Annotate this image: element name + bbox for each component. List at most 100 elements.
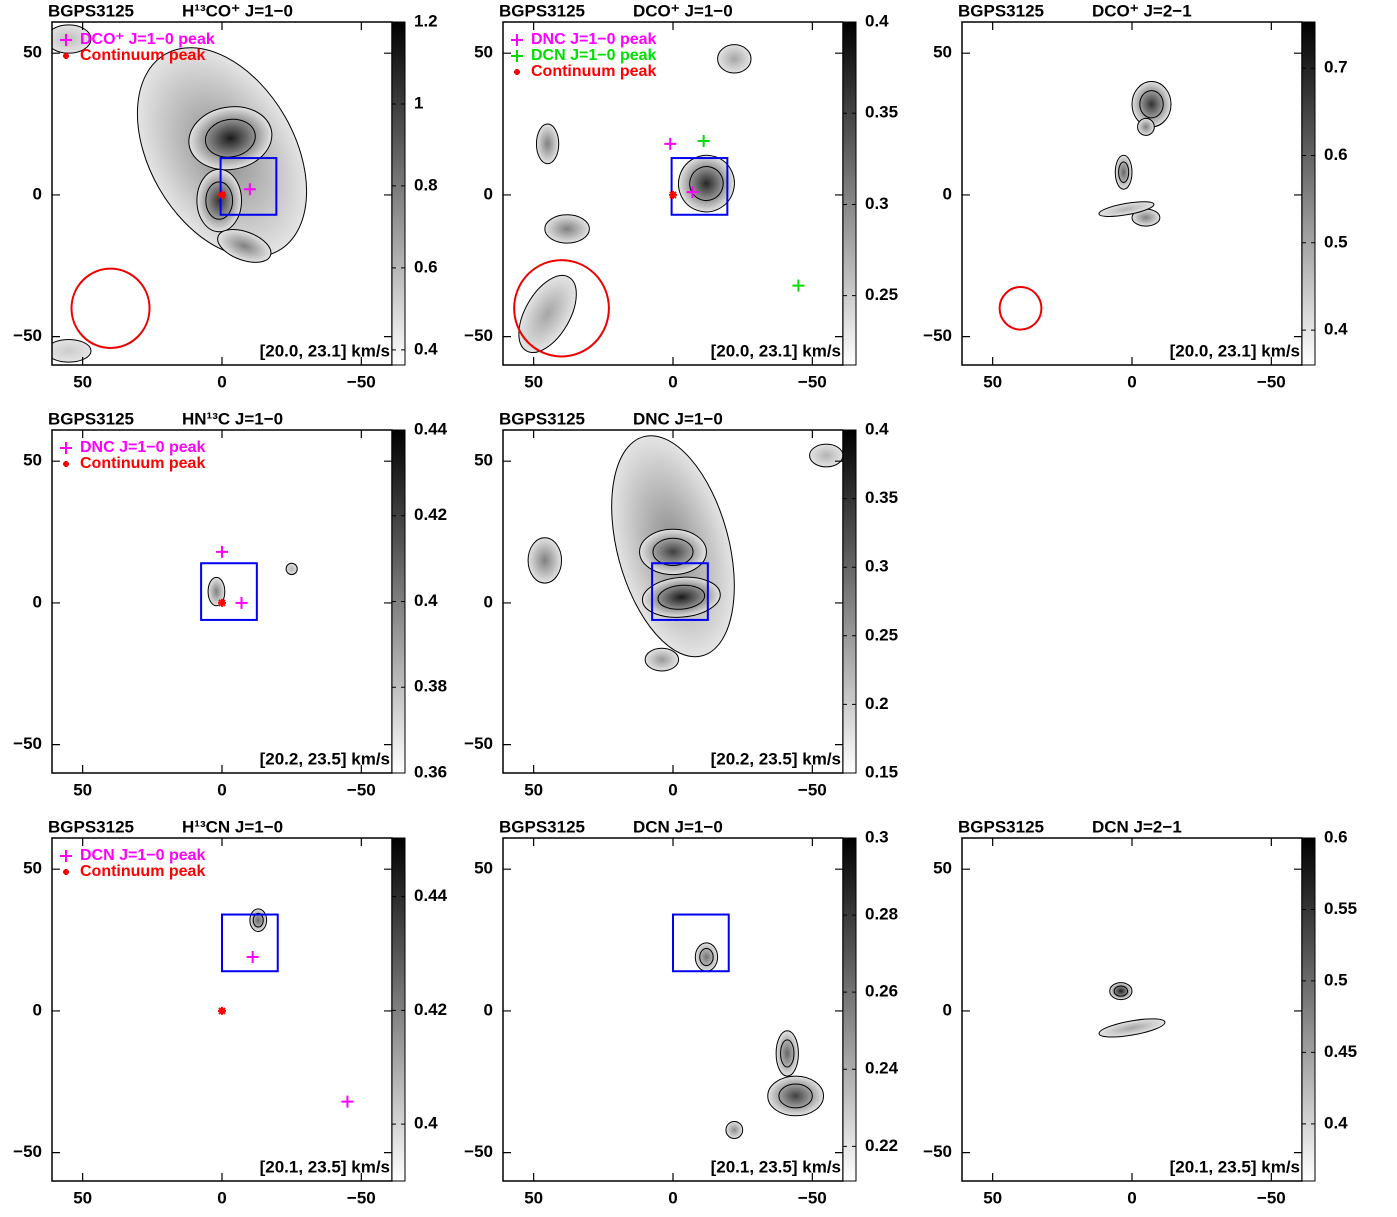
legend-label: DCO⁺ J=1−0 peak (80, 31, 215, 48)
y-tick-label: 50 (23, 451, 42, 470)
y-tick-label: −50 (923, 1142, 952, 1161)
y-tick-label: −50 (13, 1142, 42, 1161)
colorbar-tick-label: 0.3 (865, 194, 889, 213)
velocity-range: [20.0, 23.1] km/s (260, 341, 390, 360)
beam (1000, 287, 1042, 330)
map-area (1098, 983, 1166, 1041)
colorbar-tick-label: 0.5 (1324, 232, 1348, 251)
line-name: DCN J=1−0 (633, 817, 723, 836)
legend-label: Continuum peak (80, 455, 205, 472)
emission (695, 943, 717, 971)
colorbar-tick-label: 0.25 (865, 625, 898, 644)
colorbar-tick-label: 0.4 (414, 339, 438, 358)
colorbar-tick-label: 0.22 (865, 1136, 898, 1155)
y-tick-label: 50 (933, 43, 952, 62)
x-tick-label: 50 (524, 372, 543, 391)
colorbar (392, 22, 405, 365)
legend-symbol (511, 50, 523, 62)
colorbar-tick-label: 0.4 (1324, 320, 1348, 339)
plot-frame (962, 838, 1302, 1181)
colorbar-tick-label: 0.8 (414, 175, 438, 194)
colorbar-tick-label: 0.4 (865, 419, 889, 438)
colorbar-tick-label: 0.44 (414, 886, 448, 905)
colorbar-tick-label: 0.2 (865, 694, 889, 713)
emission (1115, 155, 1132, 189)
continuum-marker (218, 191, 226, 199)
emission (197, 169, 242, 231)
colorbar (392, 838, 405, 1181)
x-tick-label: 0 (1127, 372, 1136, 391)
velocity-range: [20.0, 23.1] km/s (711, 341, 841, 360)
map-area (528, 422, 843, 671)
beam (72, 269, 150, 348)
colorbar-tick-label: 0.42 (414, 505, 447, 524)
velocity-range: [20.2, 23.5] km/s (260, 749, 390, 768)
colorbar-tick-label: 0.35 (865, 103, 898, 122)
colorbar-tick-label: 0.36 (414, 762, 447, 781)
line-name: DNC J=1−0 (633, 409, 723, 428)
x-tick-label: 50 (73, 780, 92, 799)
map-area (1000, 82, 1171, 330)
emission (718, 45, 751, 73)
page: 500−50−500500.40.60.811.2BGPS3125H¹³CO⁺ … (0, 0, 1397, 1217)
velocity-range: [20.1, 23.5] km/s (1170, 1157, 1300, 1176)
y-tick-label: 50 (23, 43, 42, 62)
y-tick-label: −50 (464, 734, 493, 753)
emission (810, 444, 843, 467)
peak-marker (236, 597, 248, 609)
x-tick-label: −50 (798, 1188, 827, 1207)
colorbar (1302, 22, 1315, 365)
peak-marker (216, 546, 228, 558)
legend-label: Continuum peak (80, 863, 205, 880)
emission (776, 1031, 798, 1076)
x-tick-label: −50 (347, 1188, 376, 1207)
x-tick-label: −50 (1257, 1188, 1286, 1207)
peak-marker (341, 1096, 353, 1108)
emission (507, 266, 588, 362)
colorbar (843, 430, 856, 773)
emission (726, 1121, 743, 1138)
legend-symbol (60, 442, 72, 454)
colorbar (843, 838, 856, 1181)
line-name: DCN J=2−1 (1092, 817, 1182, 836)
velocity-range: [20.0, 23.1] km/s (1170, 341, 1300, 360)
x-tick-label: 50 (983, 372, 1002, 391)
peak-marker (698, 135, 710, 147)
colorbar-tick-label: 0.45 (1324, 1042, 1357, 1061)
emission (768, 1076, 824, 1116)
plot-frame (962, 22, 1302, 365)
y-tick-label: 0 (33, 184, 42, 203)
y-tick-label: 0 (33, 1000, 42, 1019)
y-tick-label: 0 (943, 1000, 952, 1019)
map-area (673, 915, 823, 1139)
y-tick-label: −50 (464, 326, 493, 345)
continuum-marker (669, 191, 677, 199)
x-tick-label: −50 (347, 780, 376, 799)
source-name: BGPS3125 (499, 817, 585, 836)
colorbar-tick-label: 0.6 (1324, 145, 1348, 164)
x-tick-label: 50 (73, 372, 92, 391)
x-tick-label: −50 (1257, 372, 1286, 391)
colorbar-tick-label: 0.26 (865, 982, 898, 1001)
peak-marker (792, 280, 804, 292)
emission (536, 124, 558, 164)
colorbar-tick-label: 0.6 (414, 257, 438, 276)
continuum-marker (218, 599, 226, 607)
colorbar-tick-label: 0.3 (865, 827, 889, 846)
line-name: H¹³CO⁺ J=1−0 (182, 1, 293, 20)
x-tick-label: 0 (217, 1188, 226, 1207)
x-tick-label: −50 (347, 372, 376, 391)
x-tick-label: 0 (668, 780, 677, 799)
emission (286, 563, 297, 574)
peak-marker (664, 138, 676, 150)
colorbar-tick-label: 0.4 (1324, 1113, 1348, 1132)
source-name: BGPS3125 (958, 1, 1044, 20)
colorbar-tick-label: 0.5 (1324, 970, 1348, 989)
y-tick-label: 0 (484, 1000, 493, 1019)
figure: 500−50−500500.40.60.811.2BGPS3125H¹³CO⁺ … (0, 0, 1397, 1217)
legend-label: Continuum peak (531, 63, 656, 80)
line-name: HN¹³C J=1−0 (182, 409, 283, 428)
colorbar-tick-label: 0.42 (414, 1000, 447, 1019)
legend-symbol (60, 850, 72, 862)
peak-marker (247, 951, 259, 963)
